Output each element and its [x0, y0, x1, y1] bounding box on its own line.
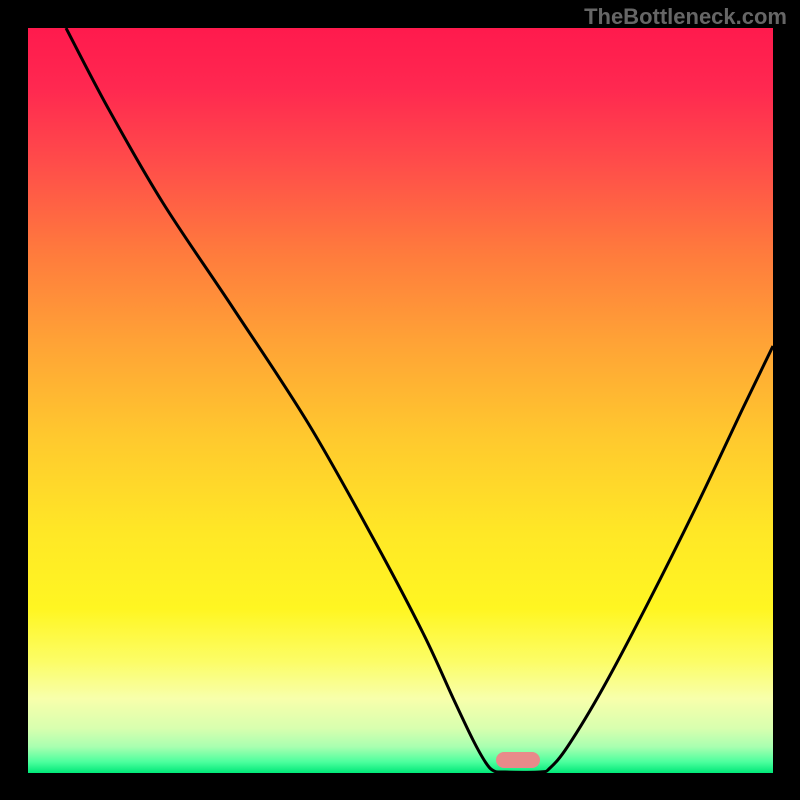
watermark-text: TheBottleneck.com	[584, 4, 787, 30]
bottleneck-curve	[28, 28, 773, 773]
curve-path	[66, 28, 773, 772]
chart-container: TheBottleneck.com	[0, 0, 800, 800]
optimal-marker	[496, 752, 540, 768]
plot-area	[28, 28, 773, 773]
